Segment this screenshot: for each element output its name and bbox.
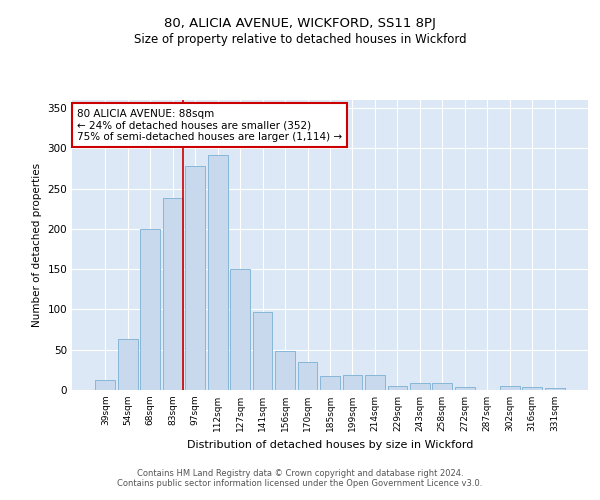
Bar: [433, 383, 452, 390]
Text: Size of property relative to detached houses in Wickford: Size of property relative to detached ho…: [134, 32, 466, 46]
Bar: [140, 229, 160, 390]
Bar: [455, 387, 475, 390]
X-axis label: Distribution of detached houses by size in Wickford: Distribution of detached houses by size …: [187, 440, 473, 450]
Bar: [298, 362, 317, 390]
Bar: [253, 312, 272, 390]
Bar: [320, 376, 340, 390]
Bar: [388, 386, 407, 390]
Bar: [95, 380, 115, 390]
Bar: [410, 383, 430, 390]
Bar: [163, 198, 182, 390]
Bar: [185, 166, 205, 390]
Text: 80 ALICIA AVENUE: 88sqm
← 24% of detached houses are smaller (352)
75% of semi-d: 80 ALICIA AVENUE: 88sqm ← 24% of detache…: [77, 108, 342, 142]
Bar: [500, 386, 520, 390]
Bar: [343, 374, 362, 390]
Text: Contains public sector information licensed under the Open Government Licence v3: Contains public sector information licen…: [118, 478, 482, 488]
Text: Contains HM Land Registry data © Crown copyright and database right 2024.: Contains HM Land Registry data © Crown c…: [137, 468, 463, 477]
Bar: [365, 374, 385, 390]
Text: 80, ALICIA AVENUE, WICKFORD, SS11 8PJ: 80, ALICIA AVENUE, WICKFORD, SS11 8PJ: [164, 18, 436, 30]
Bar: [208, 155, 227, 390]
Bar: [545, 388, 565, 390]
Bar: [275, 352, 295, 390]
Bar: [230, 269, 250, 390]
Bar: [118, 339, 137, 390]
Bar: [523, 387, 542, 390]
Y-axis label: Number of detached properties: Number of detached properties: [32, 163, 42, 327]
